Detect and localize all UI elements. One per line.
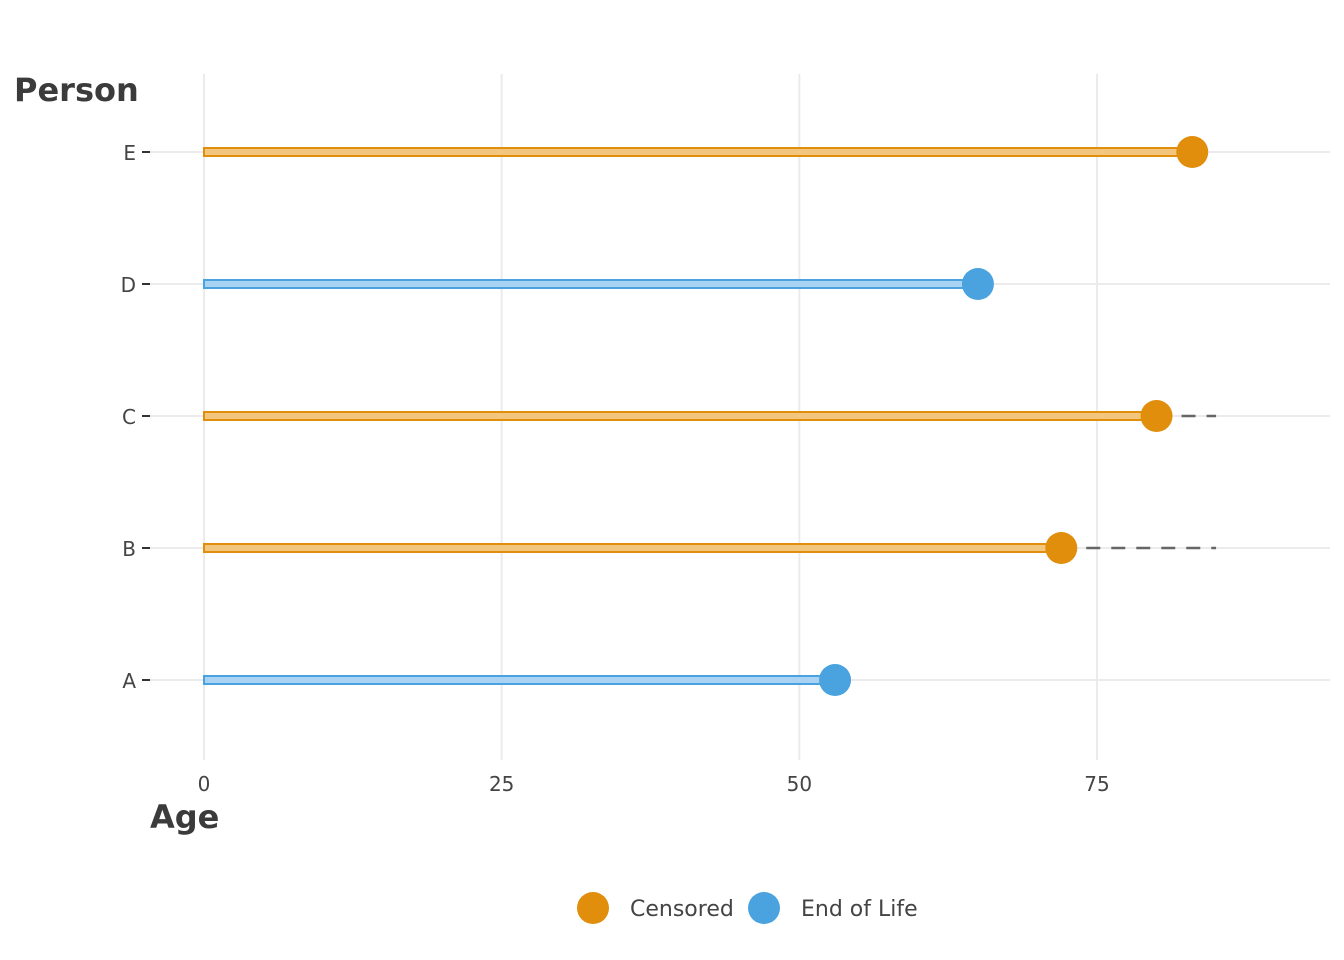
point-D xyxy=(961,268,994,300)
x-tick-label-25: 25 xyxy=(489,772,514,796)
segment-E xyxy=(203,147,1194,157)
x-tick-label-75: 75 xyxy=(1084,772,1109,796)
y-tick-label-E: E xyxy=(123,141,136,165)
y-tick-label-C: C xyxy=(122,405,136,429)
x-axis-title: Age xyxy=(150,798,219,836)
legend: Censored End of Life xyxy=(577,892,918,924)
legend-label-censored: Censored xyxy=(630,897,734,922)
y-tick-label-D: D xyxy=(121,273,136,297)
segment-B xyxy=(203,543,1063,553)
legend-label-end-of-life: End of Life xyxy=(801,897,918,922)
x-axis: 0 25 50 75 xyxy=(198,772,1110,796)
legend-key-end-of-life xyxy=(748,892,780,924)
segments-layer xyxy=(203,147,1217,685)
y-tick-label-B: B xyxy=(122,537,136,561)
legend-key-censored xyxy=(577,892,609,924)
y-axis: A B C D E xyxy=(121,141,150,693)
segment-A xyxy=(203,675,837,685)
y-axis-title: Person xyxy=(14,71,139,109)
point-C xyxy=(1140,400,1173,432)
points-layer xyxy=(819,136,1209,696)
x-tick-label-0: 0 xyxy=(198,772,211,796)
point-E xyxy=(1176,136,1209,168)
y-tick-label-A: A xyxy=(122,669,136,693)
point-A xyxy=(819,664,852,696)
x-tick-label-50: 50 xyxy=(787,772,812,796)
segment-D xyxy=(203,279,979,289)
point-B xyxy=(1045,532,1078,564)
segment-C xyxy=(203,411,1158,421)
